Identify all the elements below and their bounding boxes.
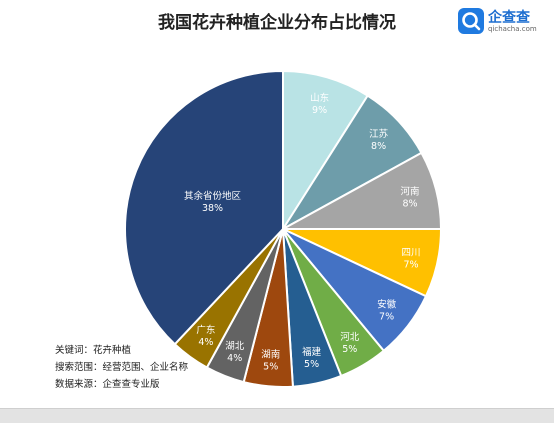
slice-value-0: 9% — [312, 105, 327, 116]
slice-value-1: 8% — [371, 141, 386, 152]
pie-slice-0 — [282, 69, 370, 233]
slice-value-7: 5% — [263, 362, 278, 373]
slice-label-6: 福建 — [302, 346, 322, 358]
slice-label-5: 河北 — [340, 331, 360, 343]
brand-name: 企查查 — [488, 10, 530, 26]
pie-slice-10 — [124, 69, 284, 346]
slice-value-4: 7% — [379, 311, 394, 322]
slice-value-5: 5% — [342, 344, 357, 355]
keyword-note: 关键词：花卉种植 — [55, 345, 132, 356]
slice-label-2: 河南 — [400, 185, 419, 197]
scope-note: 搜索范围：经营范围、企业名称 — [55, 362, 189, 373]
slice-value-9: 4% — [198, 337, 213, 348]
slice-label-8: 湖北 — [225, 341, 245, 352]
brand-url: qichacha.com — [488, 25, 537, 33]
slice-label-9: 广东 — [196, 324, 215, 336]
chart-title: 我国花卉种植企业分布占比情况 — [158, 13, 396, 33]
slice-value-10: 38% — [202, 203, 223, 214]
slice-label-3: 四川 — [401, 248, 420, 259]
slice-value-6: 5% — [304, 359, 319, 370]
brand-logo-icon — [458, 8, 484, 34]
bottom-bar — [0, 408, 554, 423]
slice-label-1: 江苏 — [369, 128, 389, 140]
source-note: 数据来源：企查查专业版 — [55, 379, 160, 390]
chart-notes: 关键词：花卉种植 搜索范围：经营范围、企业名称 数据来源：企查查专业版 — [55, 342, 188, 393]
slice-label-7: 湖南 — [261, 349, 280, 361]
slice-label-10: 其余省份地区 — [184, 190, 242, 202]
slice-label-0: 山东 — [310, 92, 329, 104]
brand-logo: 企查查 qichacha.com — [458, 6, 550, 36]
slice-value-2: 8% — [402, 198, 417, 209]
slice-label-4: 安徽 — [377, 298, 397, 310]
slice-value-3: 7% — [403, 260, 418, 271]
slice-value-8: 4% — [227, 353, 242, 364]
